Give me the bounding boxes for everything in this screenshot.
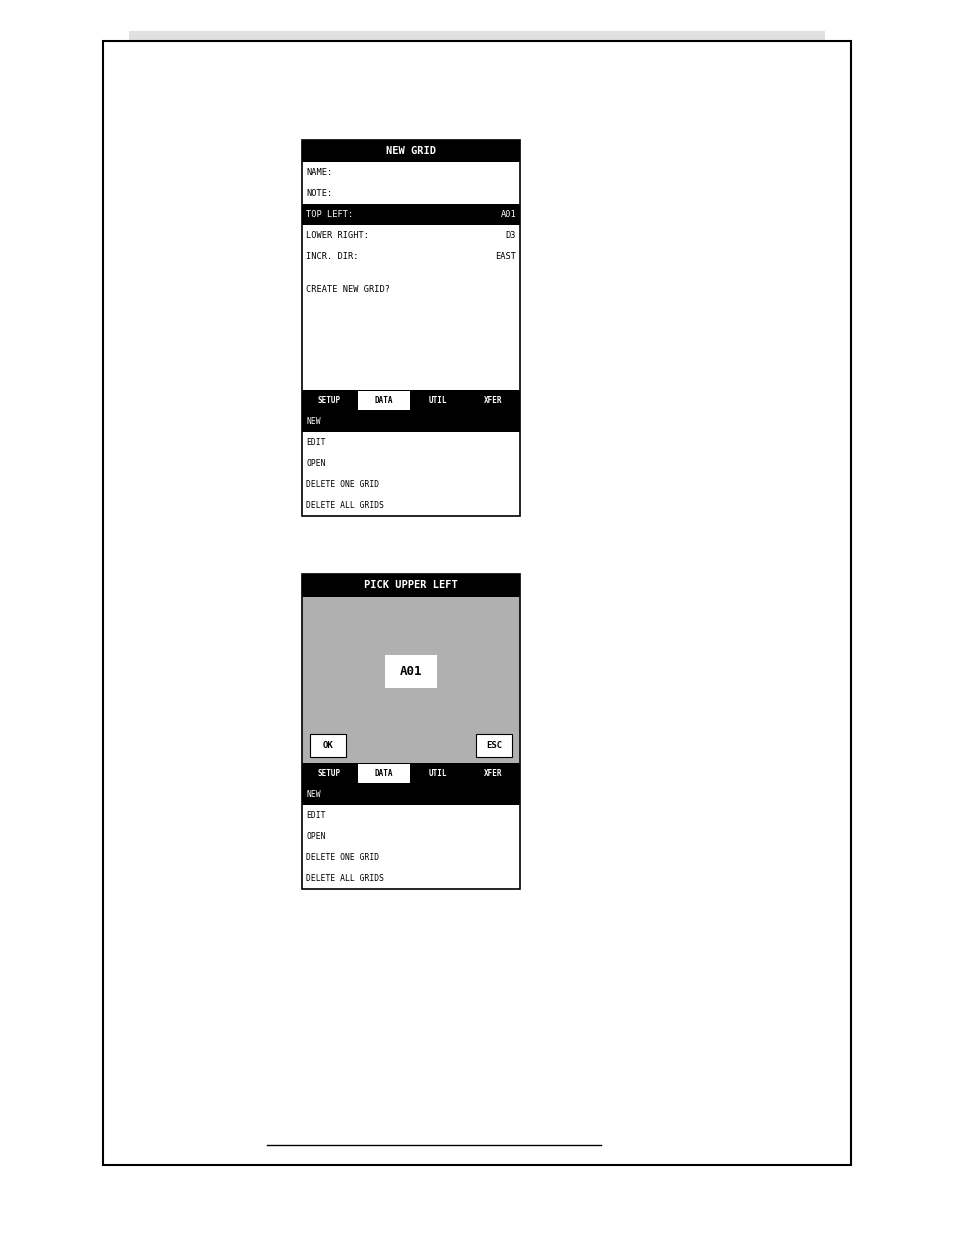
Text: EDIT: EDIT xyxy=(306,438,325,447)
Bar xyxy=(302,140,519,162)
Text: A01: A01 xyxy=(399,664,422,678)
Text: NEW: NEW xyxy=(306,790,320,799)
Bar xyxy=(302,847,519,868)
Bar xyxy=(302,432,519,453)
Bar xyxy=(302,225,519,246)
Text: OK: OK xyxy=(322,741,334,750)
Bar xyxy=(302,805,519,826)
Bar xyxy=(302,183,519,204)
Bar xyxy=(103,41,850,1165)
Text: UTIL: UTIL xyxy=(429,396,447,405)
Bar xyxy=(466,764,518,783)
Text: EDIT: EDIT xyxy=(306,811,325,820)
Bar xyxy=(302,246,519,267)
Bar xyxy=(302,411,519,432)
Bar xyxy=(302,474,519,495)
Bar xyxy=(476,734,512,757)
Text: A01: A01 xyxy=(499,210,516,219)
Bar xyxy=(302,597,519,763)
Bar xyxy=(302,390,519,411)
Bar xyxy=(302,763,519,784)
Text: PICK UPPER LEFT: PICK UPPER LEFT xyxy=(364,580,457,590)
Text: SETUP: SETUP xyxy=(317,396,341,405)
Text: LOWER RIGHT:: LOWER RIGHT: xyxy=(306,231,369,240)
Bar xyxy=(302,140,519,516)
Bar xyxy=(302,574,519,597)
Bar xyxy=(302,784,519,805)
Text: TOP LEFT:: TOP LEFT: xyxy=(306,210,354,219)
Bar xyxy=(357,391,410,410)
Text: NAME:: NAME: xyxy=(306,168,333,177)
Bar xyxy=(303,764,355,783)
Bar xyxy=(302,826,519,847)
Text: INCR. DIR:: INCR. DIR: xyxy=(306,252,358,261)
Bar xyxy=(412,391,464,410)
Bar xyxy=(357,764,410,783)
Text: DATA: DATA xyxy=(375,769,393,778)
Bar xyxy=(302,495,519,516)
Bar xyxy=(384,656,436,688)
Text: NEW: NEW xyxy=(306,417,320,426)
Text: D3: D3 xyxy=(505,231,516,240)
Bar xyxy=(412,764,464,783)
Text: SETUP: SETUP xyxy=(317,769,341,778)
Bar xyxy=(302,868,519,889)
Text: DELETE ALL GRIDS: DELETE ALL GRIDS xyxy=(306,874,384,883)
Text: XFER: XFER xyxy=(483,769,501,778)
Text: XFER: XFER xyxy=(483,396,501,405)
Text: NOTE:: NOTE: xyxy=(306,189,333,198)
Text: CREATE NEW GRID?: CREATE NEW GRID? xyxy=(306,285,390,294)
Bar xyxy=(302,204,519,225)
Text: UTIL: UTIL xyxy=(429,769,447,778)
Bar xyxy=(303,391,355,410)
Bar xyxy=(302,162,519,183)
Bar xyxy=(310,734,346,757)
Text: DELETE ALL GRIDS: DELETE ALL GRIDS xyxy=(306,501,384,510)
Bar xyxy=(302,574,519,889)
Bar xyxy=(466,391,518,410)
Text: ESC: ESC xyxy=(486,741,501,750)
Bar xyxy=(302,453,519,474)
Bar xyxy=(129,31,824,53)
Text: DELETE ONE GRID: DELETE ONE GRID xyxy=(306,853,379,862)
Bar xyxy=(302,279,519,300)
Text: NEW GRID: NEW GRID xyxy=(386,146,436,156)
Text: DATA: DATA xyxy=(375,396,393,405)
Text: EAST: EAST xyxy=(495,252,516,261)
Text: OPEN: OPEN xyxy=(306,459,325,468)
Text: DELETE ONE GRID: DELETE ONE GRID xyxy=(306,480,379,489)
Text: OPEN: OPEN xyxy=(306,832,325,841)
